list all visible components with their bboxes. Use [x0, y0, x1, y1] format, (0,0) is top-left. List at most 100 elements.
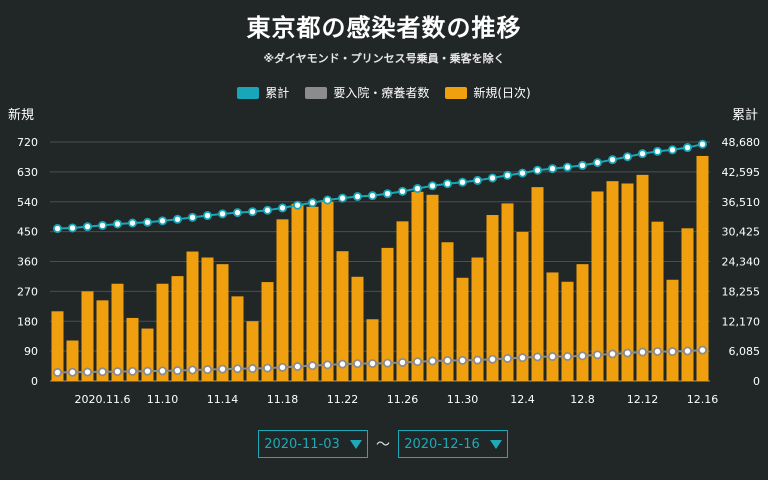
- bar-daily: [366, 319, 379, 381]
- cumulative-point: [472, 175, 482, 185]
- cumulative-point: [172, 214, 182, 224]
- cumulative-point: [83, 222, 93, 232]
- hospitalized-point: [623, 348, 633, 358]
- hospitalized-point: [292, 362, 302, 372]
- right-tick-label: 36,510: [722, 196, 761, 209]
- cumulative-point: [638, 149, 648, 159]
- hospitalized-point: [337, 359, 347, 369]
- cumulative-point: [548, 164, 558, 174]
- hospitalized-point: [608, 349, 618, 359]
- bar-daily: [396, 221, 409, 381]
- bar-daily: [561, 281, 574, 381]
- right-tick-label: 12,170: [722, 315, 761, 328]
- end-date-select[interactable]: 2020-12-16: [398, 430, 508, 458]
- hospitalized-point: [683, 346, 693, 356]
- hospitalized-point: [563, 351, 573, 361]
- hospitalized-point: [262, 363, 272, 373]
- legend-swatch-daily: [445, 86, 468, 99]
- legend: 累計 要入院・療養者数 新規(日次): [0, 84, 768, 101]
- cumulative-point: [337, 193, 347, 203]
- cumulative-point: [502, 170, 512, 180]
- bar-daily: [126, 317, 139, 381]
- cumulative-point: [292, 200, 302, 210]
- cumulative-point: [322, 195, 332, 205]
- cumulative-point: [442, 179, 452, 189]
- legend-label-cumulative: 累計: [265, 86, 290, 100]
- cumulative-point: [382, 189, 392, 199]
- start-date-value: 2020-11-03: [264, 436, 340, 452]
- cumulative-point: [68, 223, 78, 233]
- start-date-select[interactable]: 2020-11-03: [258, 430, 368, 458]
- x-tick-label: 12.12: [627, 393, 659, 406]
- bar-daily: [216, 264, 229, 381]
- hospitalized-point: [53, 367, 63, 377]
- legend-item-daily[interactable]: 新規(日次): [445, 84, 531, 101]
- end-date-value: 2020-12-16: [404, 436, 480, 452]
- bar-daily: [171, 276, 184, 381]
- right-tick-label: 0: [753, 375, 760, 388]
- cumulative-point: [307, 198, 317, 208]
- hospitalized-point: [382, 358, 392, 368]
- hospitalized-point: [322, 360, 332, 370]
- hospitalized-point: [352, 359, 362, 369]
- cumulative-point: [127, 218, 137, 228]
- hospitalized-point: [217, 364, 227, 374]
- hospitalized-point: [412, 357, 422, 367]
- x-tick-label: 12.8: [570, 393, 595, 406]
- x-tick-label: 11.14: [207, 393, 239, 406]
- x-tick-label: 11.26: [387, 393, 419, 406]
- hospitalized-point: [172, 366, 182, 376]
- bar-daily: [426, 194, 439, 381]
- x-tick-label: 2020.11.6: [75, 393, 131, 406]
- right-tick-label: 42,595: [722, 166, 761, 179]
- hospitalized-point: [638, 347, 648, 357]
- legend-item-hospitalized[interactable]: 要入院・療養者数: [305, 84, 429, 101]
- bar-daily: [291, 203, 304, 381]
- x-tick-label: 12.16: [687, 393, 719, 406]
- cumulative-point: [142, 217, 152, 227]
- hospitalized-point: [187, 365, 197, 375]
- bar-daily: [666, 279, 679, 381]
- hospitalized-point: [668, 347, 678, 357]
- legend-item-cumulative[interactable]: 累計: [237, 84, 289, 101]
- hospitalized-point: [533, 352, 543, 362]
- hospitalized-point: [232, 364, 242, 374]
- date-range-separator: 〜: [376, 437, 390, 453]
- left-tick-label: 90: [24, 345, 38, 358]
- hospitalized-point: [307, 361, 317, 371]
- x-tick-label: 11.30: [447, 393, 479, 406]
- chart-svg: 0 0 90 6,085 180 12,170 270 18,255 360 24,340 450 3…: [17, 136, 761, 406]
- legend-label-hospitalized: 要入院・療養者数: [333, 86, 430, 100]
- cumulative-point: [563, 162, 573, 172]
- bar-daily: [471, 257, 484, 381]
- chevron-down-icon: [349, 439, 362, 449]
- hospitalized-point: [68, 367, 78, 377]
- bar-daily: [321, 201, 334, 381]
- legend-swatch-hospitalized: [305, 86, 328, 99]
- hospitalized-point: [487, 354, 497, 364]
- hospitalized-point: [113, 367, 123, 377]
- left-tick-label: 0: [31, 375, 38, 388]
- hospitalized-point: [457, 355, 467, 365]
- hospitalized-point: [202, 365, 212, 375]
- bar-daily: [111, 283, 124, 381]
- legend-swatch-cumulative: [237, 86, 260, 99]
- bar-daily: [456, 277, 469, 381]
- cumulative-point: [202, 211, 212, 221]
- left-tick-label: 270: [17, 285, 38, 298]
- left-tick-label: 180: [17, 315, 38, 328]
- right-tick-label: 18,255: [722, 285, 761, 298]
- hospitalized-point: [277, 362, 287, 372]
- x-tick-label: 11.22: [327, 393, 359, 406]
- cumulative-point: [653, 146, 663, 156]
- cumulative-point: [608, 155, 618, 165]
- cumulative-point: [352, 192, 362, 202]
- bar-daily: [531, 187, 544, 381]
- bar-daily: [306, 206, 319, 381]
- chart-title: 東京都の感染者数の推移: [246, 14, 522, 42]
- bar-daily: [681, 228, 694, 381]
- left-tick-label: 630: [17, 166, 38, 179]
- bar-daily: [501, 203, 514, 381]
- right-tick-label: 24,340: [722, 256, 761, 269]
- bar-daily: [546, 272, 559, 381]
